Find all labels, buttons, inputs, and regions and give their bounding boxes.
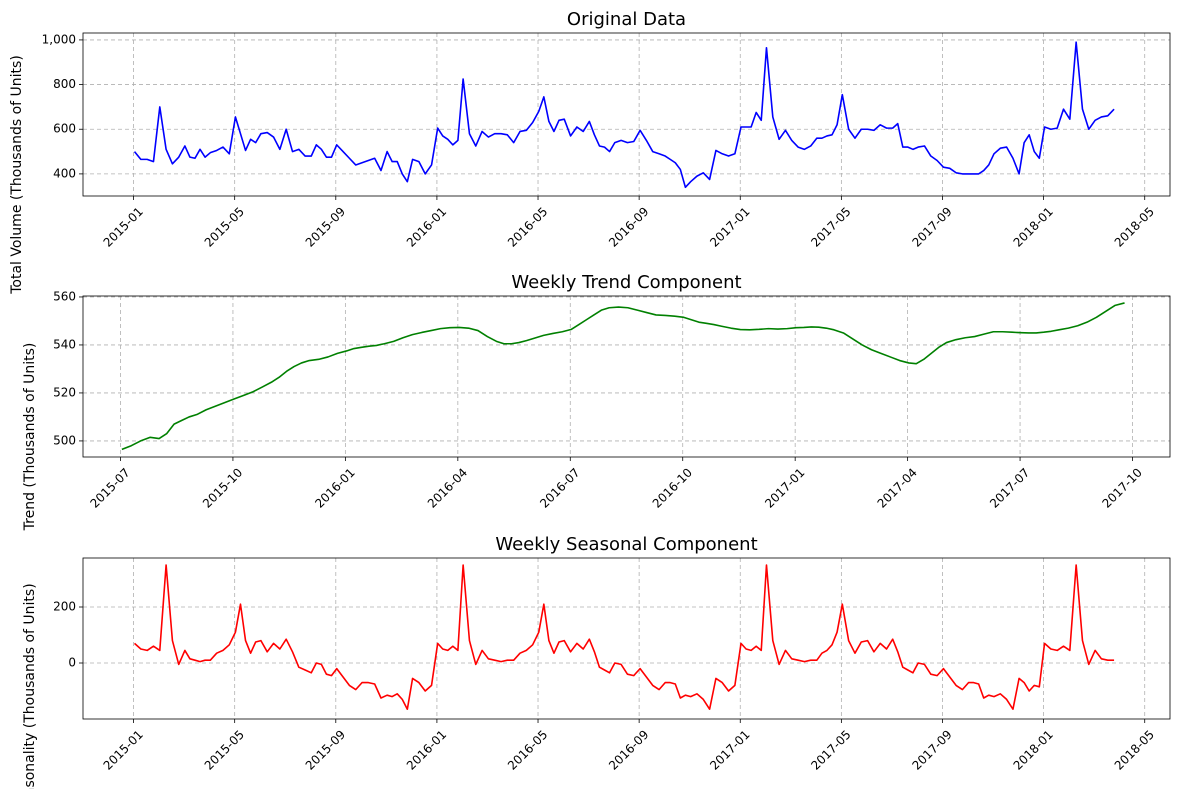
x-tick-label: 2017-05	[808, 727, 853, 772]
x-tick-label: 2017-01	[762, 465, 807, 510]
chart-title: Weekly Seasonal Component	[495, 534, 757, 555]
y-tick-label: 560	[53, 289, 76, 303]
x-tick-label: 2015-10	[200, 465, 245, 510]
x-tick-label: 2018-05	[1112, 727, 1157, 772]
data-line	[133, 564, 1115, 710]
x-tick-label: 2016-05	[505, 727, 550, 772]
chart-title: Weekly Trend Component	[511, 272, 741, 293]
y-tick-label: 540	[53, 337, 76, 351]
plot-frame	[82, 295, 1171, 458]
x-tick-label: 2018-01	[1011, 204, 1056, 249]
y-tick-label: 800	[53, 77, 76, 91]
y-tick-label: 600	[53, 122, 76, 136]
x-tick-label: 2015-09	[303, 204, 348, 249]
y-tick-label: 400	[53, 166, 76, 180]
y-axis-label: Total Volume (Thousands of Units)	[9, 55, 25, 295]
x-tick-label: 2015-09	[303, 727, 348, 772]
x-tick-label: 2017-01	[707, 204, 752, 249]
x-tick-label: 2017-09	[909, 727, 954, 772]
y-tick-label: 500	[53, 433, 76, 447]
y-axis-label: Trend (Thousands of Units)	[22, 343, 38, 532]
y-tick-label: 520	[53, 385, 76, 399]
chart-title: Original Data	[567, 9, 686, 30]
plot-frame	[82, 557, 1171, 720]
data-line	[133, 41, 1115, 189]
y-tick-label: 1,000	[42, 32, 76, 46]
x-tick-label: 2015-05	[202, 204, 247, 249]
x-tick-label: 2016-01	[312, 465, 357, 510]
x-tick-label: 2017-10	[1100, 465, 1145, 510]
x-tick-label: 2017-01	[707, 727, 752, 772]
x-tick-label: 2016-05	[505, 204, 550, 249]
x-tick-label: 2017-09	[909, 204, 954, 249]
x-tick-label: 2018-05	[1112, 204, 1157, 249]
x-tick-label: 2016-01	[404, 204, 449, 249]
x-tick-label: 2017-07	[987, 465, 1032, 510]
x-tick-label: 2015-01	[101, 727, 146, 772]
y-tick-label: 200	[53, 600, 76, 614]
x-tick-label: 2016-01	[404, 727, 449, 772]
y-axis-label: Seasonality (Thousands of Units)	[22, 583, 38, 789]
x-tick-label: 2015-01	[101, 204, 146, 249]
x-tick-label: 2016-07	[537, 465, 582, 510]
x-tick-label: 2017-05	[808, 204, 853, 249]
x-tick-label: 2016-04	[425, 465, 470, 510]
data-line	[121, 302, 1125, 451]
plot-frame	[82, 32, 1171, 197]
x-tick-label: 2016-09	[606, 727, 651, 772]
y-tick-label: 0	[68, 656, 76, 670]
x-tick-label: 2015-07	[87, 465, 132, 510]
x-tick-label: 2016-09	[606, 204, 651, 249]
x-tick-label: 2017-04	[875, 465, 920, 510]
x-tick-label: 2015-05	[202, 727, 247, 772]
x-tick-label: 2016-10	[650, 465, 695, 510]
x-tick-label: 2018-01	[1011, 727, 1056, 772]
